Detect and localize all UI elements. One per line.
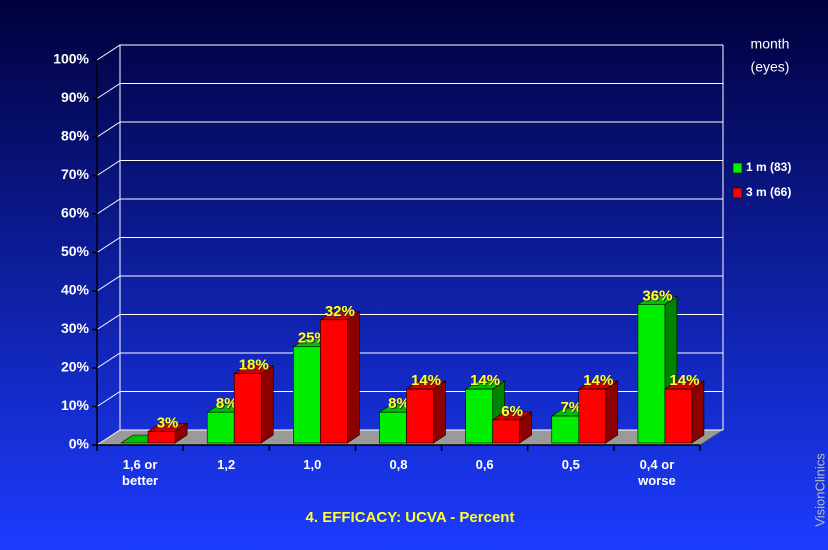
- grid-line: [96, 314, 723, 330]
- value-label: 3%: [157, 414, 179, 431]
- bar-side: [691, 380, 705, 444]
- legend-title: month: [751, 36, 790, 52]
- value-label: 36%: [642, 287, 672, 304]
- legend-title: (eyes): [751, 59, 790, 75]
- bar: [206, 411, 235, 444]
- legend-swatch: [732, 187, 743, 199]
- bar: [406, 388, 434, 444]
- y-tick-label: 20%: [61, 359, 90, 375]
- y-tick-label: 10%: [61, 397, 90, 413]
- value-label-shadow: 14%: [584, 373, 614, 390]
- value-label: 14%: [470, 372, 500, 389]
- bar: [293, 346, 321, 444]
- bar-side: [347, 311, 360, 444]
- value-label-shadow: 3%: [158, 415, 180, 432]
- y-tick-label: 30%: [61, 320, 90, 336]
- x-tick-label: 1,6 or better: [122, 457, 159, 488]
- value-label: 14%: [669, 372, 699, 389]
- value-label: 8%: [388, 395, 410, 412]
- value-label: 14%: [411, 372, 441, 389]
- value-label-shadow: 8%: [389, 396, 411, 413]
- y-tick-label: 60%: [61, 205, 90, 221]
- legend-label: 3 m (66): [746, 185, 791, 199]
- value-label: 6%: [501, 403, 523, 420]
- y-tick-label: 70%: [61, 166, 90, 182]
- y-tick-label: 50%: [61, 243, 90, 259]
- bar: [551, 415, 580, 444]
- value-label: 7%: [560, 399, 582, 416]
- value-label: 32%: [325, 303, 355, 320]
- chart-title: 4. EFFICACY: UCVA - Percent: [306, 509, 515, 526]
- bar: [465, 388, 493, 444]
- y-tick-label: 90%: [61, 89, 90, 105]
- value-label: 14%: [583, 372, 613, 389]
- y-tick-label: 40%: [61, 282, 90, 298]
- x-tick-label: 0,6: [475, 457, 494, 472]
- value-label-shadow: 8%: [217, 396, 239, 413]
- bar: [320, 319, 348, 444]
- value-label-shadow: 36%: [643, 288, 673, 305]
- bar: [664, 388, 693, 444]
- x-tick-label: 0,5: [561, 457, 580, 472]
- grid-line: [96, 352, 723, 369]
- grid-line: [96, 121, 723, 138]
- bar-side: [605, 380, 619, 444]
- x-tick-label: 0,8: [389, 457, 408, 472]
- x-tick-label: 1,0: [303, 457, 322, 472]
- grid-line: [96, 83, 723, 99]
- value-label: 8%: [216, 395, 238, 412]
- value-label-shadow: 14%: [670, 373, 700, 390]
- grid-line: [96, 391, 723, 407]
- y-tick-label: 80%: [61, 128, 90, 144]
- y-tick-label: 0%: [69, 436, 90, 452]
- credit: VisionClinics: [812, 453, 827, 527]
- bar-side: [433, 380, 446, 444]
- bar: [379, 411, 407, 444]
- bar: [578, 388, 607, 444]
- value-label-shadow: 14%: [471, 373, 501, 390]
- bar: [492, 419, 520, 444]
- x-tick-label: 1,2: [217, 457, 236, 472]
- value-label-shadow: 18%: [240, 358, 270, 375]
- legend-label: 1 m (83): [746, 160, 791, 174]
- bar: [147, 431, 176, 444]
- grid-line: [96, 237, 723, 253]
- y-tick-label: 100%: [53, 51, 89, 67]
- value-label-shadow: 7%: [561, 400, 583, 417]
- x-tick-label: 0,4 or worse: [638, 457, 676, 488]
- bar: [637, 304, 666, 444]
- grid-line: [96, 160, 723, 176]
- grid-line: [96, 275, 723, 292]
- legend-swatch: [732, 162, 743, 174]
- value-label: 18%: [239, 357, 269, 374]
- bar-side: [260, 365, 274, 444]
- bar: [233, 373, 262, 444]
- value-label-shadow: 14%: [412, 373, 442, 390]
- grid-line: [96, 44, 723, 61]
- value-label-shadow: 6%: [502, 404, 524, 421]
- value-label-shadow: 32%: [326, 304, 356, 321]
- grid-line: [96, 198, 723, 215]
